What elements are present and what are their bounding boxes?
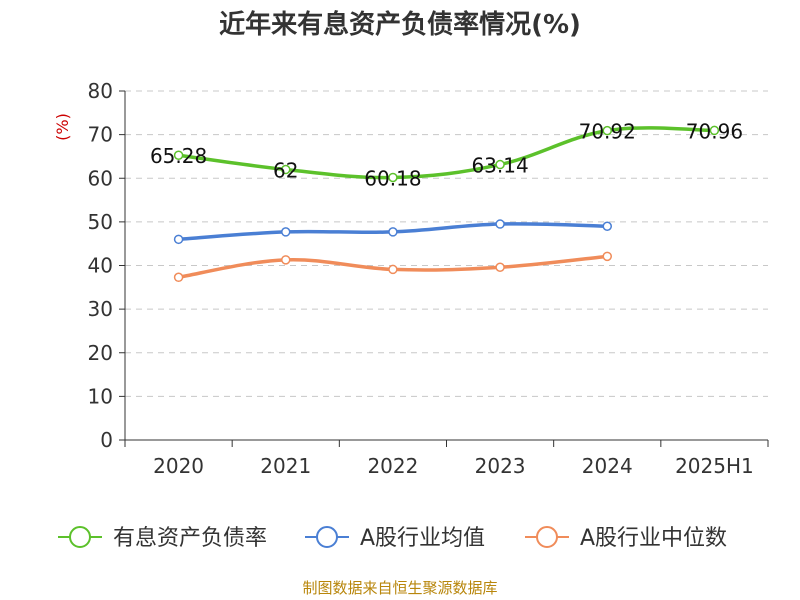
y-tick-label: 10	[88, 384, 113, 408]
y-tick-labels: 0 10 20 30 40 50 60 70 80	[88, 79, 113, 452]
y-tick-label: 70	[88, 123, 113, 147]
data-label: 62	[273, 159, 298, 183]
x-tick-labels: 2020 2021 2022 2023 2024 2025H1	[153, 454, 754, 478]
data-point	[281, 227, 291, 237]
data-point	[388, 227, 398, 237]
x-tick-label: 2021	[260, 454, 311, 478]
data-label: 65.28	[150, 144, 207, 168]
legend: 有息资产负债率 A股行业均值 A股行业中位数	[58, 526, 727, 551]
y-tick-label: 40	[88, 254, 113, 278]
chart-title: 近年来有息资产负债率情况(%)	[219, 9, 581, 40]
data-point	[388, 172, 398, 183]
data-point	[173, 150, 184, 160]
data-point	[495, 262, 505, 272]
data-point	[173, 234, 184, 245]
x-tick-label: 2023	[475, 454, 526, 478]
legend-label: A股行业均值	[360, 526, 485, 551]
y-tick-label: 80	[88, 79, 113, 103]
legend-item-1: A股行业均值	[305, 526, 485, 551]
legend-marker	[316, 526, 338, 548]
legend-item-0: 有息资产负债率	[58, 526, 267, 551]
data-point	[602, 125, 612, 136]
series-1	[173, 219, 612, 245]
series-group: 65.28 62 60.18 63.14 70.92 70.96	[150, 119, 743, 283]
y-tick-label: 0	[100, 428, 113, 452]
x-tick-label: 2024	[582, 454, 633, 478]
series-0: 65.28 62 60.18 63.14 70.92 70.96	[150, 119, 743, 190]
y-tick-label: 60	[88, 166, 113, 190]
axes	[119, 90, 769, 447]
data-point	[495, 219, 505, 229]
x-tick-label: 2022	[367, 454, 418, 478]
y-tick-label: 50	[88, 210, 113, 234]
y-tick-label: 30	[88, 297, 113, 321]
data-point	[495, 159, 505, 170]
y-axis-label: (%)	[53, 113, 72, 141]
data-point	[173, 272, 184, 283]
data-point	[281, 255, 291, 265]
data-label: 70.96	[686, 119, 743, 143]
data-label: 70.92	[579, 120, 636, 144]
legend-item-2: A股行业中位数	[525, 526, 727, 551]
legend-marker	[69, 526, 91, 548]
source-note: 制图数据来自恒生聚源数据库	[302, 579, 497, 597]
data-point	[388, 264, 398, 275]
data-point	[281, 164, 291, 175]
data-point	[602, 251, 612, 262]
data-label: 63.14	[471, 154, 528, 178]
data-point	[709, 125, 720, 136]
legend-label: A股行业中位数	[580, 526, 727, 551]
x-tick-label: 2020	[153, 454, 204, 478]
data-label: 60.18	[364, 166, 421, 190]
legend-label: 有息资产负债率	[113, 526, 267, 551]
legend-marker	[536, 526, 558, 548]
series-2	[173, 251, 612, 283]
data-point	[602, 221, 612, 231]
y-tick-label: 20	[88, 341, 113, 365]
series-line	[176, 126, 717, 180]
x-tick-label: 2025H1	[675, 454, 754, 478]
grid-lines	[125, 90, 768, 397]
